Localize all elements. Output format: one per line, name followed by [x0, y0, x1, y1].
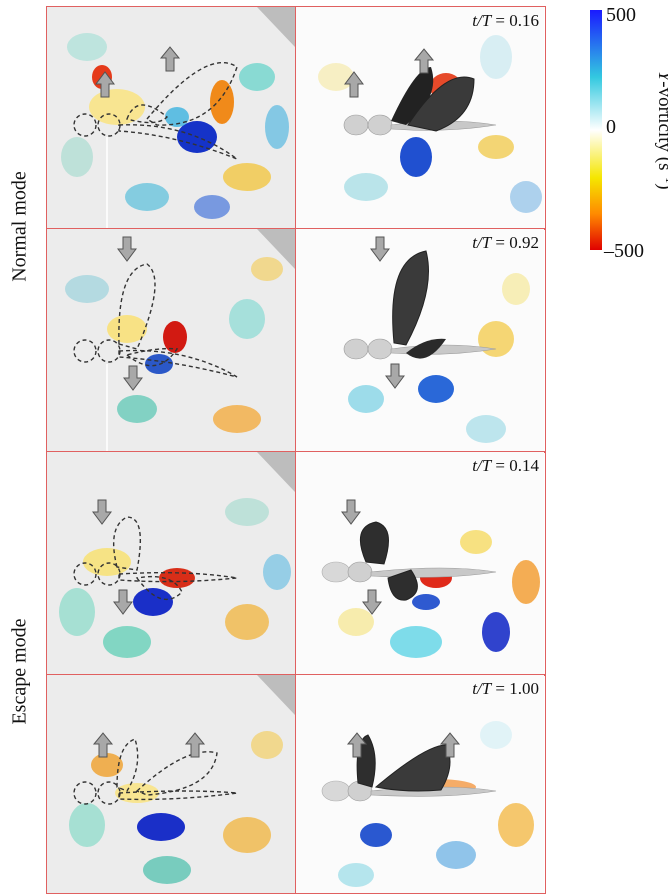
arrow-down-icon	[370, 236, 405, 389]
arrow-down-icon	[117, 236, 143, 391]
time-label: t/T = 1.00	[472, 679, 539, 698]
time-label: t/T = 0.14	[472, 456, 539, 475]
row-label-escape-mode: Escape mode	[8, 618, 31, 725]
row-label-normal-mode: Normal mode	[8, 171, 31, 282]
panel-row4-simulation: t/T = 1.00	[295, 674, 546, 894]
time-label: t/T = 0.16	[472, 11, 539, 30]
colorbar-min-label: –500	[604, 240, 644, 262]
panel-row4-experiment	[46, 674, 297, 894]
arrow-down-icon	[341, 499, 382, 615]
arrow-down-icon	[92, 499, 133, 615]
panel-row2-experiment	[46, 228, 297, 453]
arrow-up-icon	[95, 46, 181, 98]
panel-row3-experiment	[46, 451, 297, 676]
panel-row2-simulation: t/T = 0.92	[295, 228, 546, 453]
arrow-up-icon	[92, 732, 206, 758]
colorbar-max-label: 500	[606, 4, 636, 26]
colorbar	[590, 10, 602, 250]
colorbar-mid-label: 0	[606, 116, 616, 138]
arrow-up-icon	[346, 732, 461, 758]
panel-row1-simulation: t/T = 0.16	[295, 6, 546, 230]
time-label: t/T = 0.92	[472, 233, 539, 252]
panel-row1-experiment	[46, 6, 297, 230]
colorbar-title: Y-vorticity (s−1)	[653, 71, 668, 190]
panel-row3-simulation: t/T = 0.14	[295, 451, 546, 676]
arrow-up-icon	[344, 48, 435, 98]
